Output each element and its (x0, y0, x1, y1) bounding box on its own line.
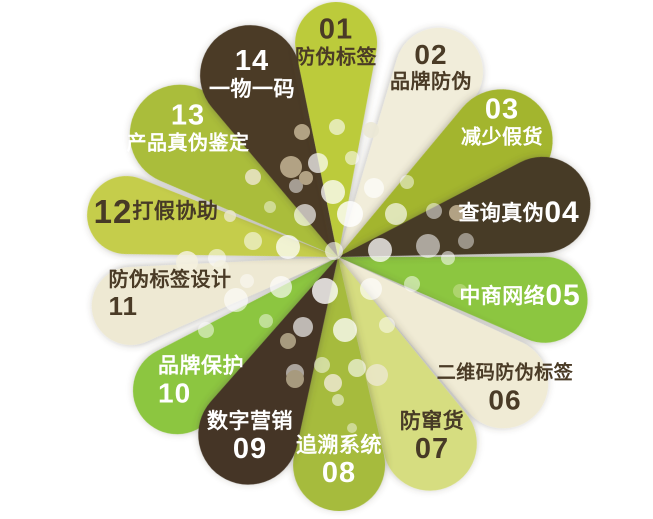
decor-dot (348, 359, 366, 377)
decor-dot (453, 284, 467, 298)
decor-dot (325, 242, 343, 260)
petal-14 (200, 25, 338, 257)
decor-dot (299, 171, 313, 185)
decor-dot (280, 333, 296, 349)
decor-dot (308, 153, 328, 173)
petal-12 (87, 176, 338, 257)
decor-dot (276, 235, 300, 259)
decor-dot (400, 175, 414, 189)
petal-12-shape (87, 176, 338, 257)
decor-dot (366, 364, 388, 386)
decor-dot (176, 251, 198, 273)
decor-dot (360, 278, 382, 300)
petal-07-shape (338, 257, 477, 491)
decor-dot (337, 201, 363, 227)
petal-06 (338, 257, 549, 429)
decor-dot (416, 234, 440, 258)
decor-dot (213, 260, 229, 276)
petal-02 (338, 27, 483, 257)
decor-dot (259, 314, 273, 328)
decor-dot (426, 203, 442, 219)
petal-05 (338, 256, 588, 343)
decor-dots-group (176, 119, 474, 433)
decor-dot (224, 210, 236, 222)
decor-dot (198, 322, 214, 338)
decor-dot (293, 317, 313, 337)
decor-dot (270, 276, 292, 298)
decor-dot (264, 201, 276, 213)
petal-04 (338, 156, 591, 257)
petal-09-shape (198, 257, 338, 485)
petal-02-shape (338, 27, 483, 257)
decor-dot (280, 156, 302, 178)
decor-dot (345, 151, 359, 165)
petal-07 (338, 257, 477, 491)
decor-dot (364, 178, 384, 198)
decor-dot (441, 251, 455, 265)
petal-06-shape (338, 257, 549, 429)
petal-04-shape (338, 156, 591, 257)
decor-dot (458, 233, 474, 249)
petal-13-shape (129, 84, 338, 257)
decor-dot (329, 119, 345, 135)
decor-dot (245, 169, 261, 185)
petal-13 (129, 84, 338, 257)
decor-dot (449, 205, 465, 221)
decor-dot (404, 276, 420, 292)
decor-dot (363, 122, 379, 138)
petal-05-shape (338, 256, 588, 343)
decor-dot (314, 357, 330, 373)
petal-09 (198, 257, 338, 485)
decor-dot (294, 124, 310, 140)
decor-dot (347, 423, 357, 433)
decor-dot (289, 179, 303, 193)
decor-dot (385, 203, 407, 225)
decor-dot (332, 394, 344, 406)
decor-dot (321, 180, 345, 204)
decor-dot (368, 238, 392, 262)
decor-dot (240, 274, 254, 288)
decor-dot (333, 318, 357, 342)
decor-dot (286, 370, 304, 388)
decor-dot (379, 317, 395, 333)
decor-dot (224, 288, 248, 312)
decor-dot (244, 232, 262, 250)
decor-dot (294, 204, 316, 226)
decor-dot (312, 278, 338, 304)
petal-14-shape (200, 25, 338, 257)
petal-10-shape (132, 257, 338, 435)
petal-10 (132, 257, 338, 435)
decor-dot (324, 374, 342, 392)
